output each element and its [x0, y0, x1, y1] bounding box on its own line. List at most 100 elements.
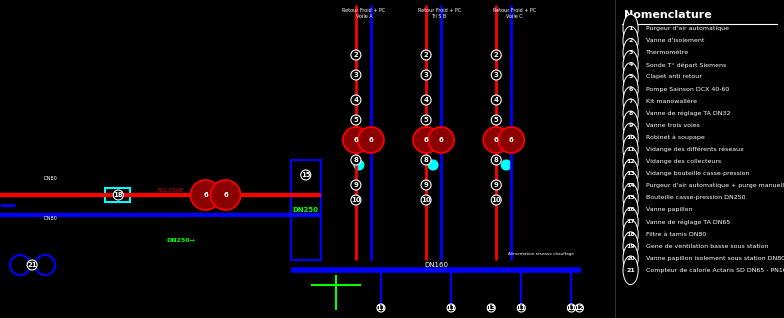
- Text: Vanne papillon: Vanne papillon: [646, 207, 692, 212]
- Circle shape: [623, 26, 638, 55]
- Text: FLG-37VAF
DN80: FLG-37VAF DN80: [157, 188, 183, 198]
- Circle shape: [623, 196, 638, 224]
- Circle shape: [623, 244, 638, 273]
- Circle shape: [492, 95, 501, 105]
- Text: 14: 14: [626, 183, 635, 188]
- Text: 6: 6: [423, 137, 428, 143]
- Text: 8: 8: [354, 157, 358, 163]
- Circle shape: [492, 155, 501, 165]
- Text: DN80: DN80: [43, 176, 57, 181]
- Text: Gene de ventilation basse sous station: Gene de ventilation basse sous station: [646, 244, 768, 249]
- Text: 13: 13: [626, 171, 635, 176]
- Circle shape: [623, 183, 638, 212]
- Circle shape: [343, 127, 369, 153]
- Circle shape: [447, 304, 456, 312]
- Circle shape: [623, 208, 638, 236]
- Text: 4: 4: [423, 97, 429, 103]
- Text: 10: 10: [421, 197, 431, 203]
- Text: Vanne papillon isolement sous station DN80: Vanne papillon isolement sous station DN…: [646, 256, 784, 261]
- Circle shape: [421, 70, 431, 80]
- Circle shape: [113, 190, 123, 200]
- Circle shape: [351, 95, 361, 105]
- Text: Bouteille casse-pression DN250: Bouteille casse-pression DN250: [646, 195, 746, 200]
- Circle shape: [351, 180, 361, 190]
- Circle shape: [191, 180, 220, 210]
- Circle shape: [568, 304, 575, 312]
- Circle shape: [10, 255, 30, 275]
- Circle shape: [421, 155, 431, 165]
- Text: 5: 5: [354, 117, 358, 123]
- Text: 4: 4: [354, 97, 358, 103]
- Circle shape: [35, 255, 55, 275]
- Text: 11: 11: [517, 305, 526, 311]
- Text: 1: 1: [629, 26, 633, 31]
- Text: 17: 17: [626, 219, 635, 225]
- Circle shape: [623, 123, 638, 152]
- Circle shape: [623, 75, 638, 103]
- Text: 11: 11: [567, 305, 576, 311]
- Circle shape: [354, 160, 364, 170]
- Circle shape: [351, 70, 361, 80]
- Text: 10: 10: [351, 197, 361, 203]
- Text: 2: 2: [629, 38, 633, 43]
- Circle shape: [492, 180, 501, 190]
- Circle shape: [428, 127, 454, 153]
- Text: 13: 13: [486, 305, 496, 311]
- Circle shape: [487, 304, 495, 312]
- Text: 20: 20: [626, 256, 635, 261]
- Text: 6: 6: [354, 137, 358, 143]
- Circle shape: [623, 232, 638, 260]
- Text: 6: 6: [629, 86, 633, 92]
- Circle shape: [421, 50, 431, 60]
- Circle shape: [623, 135, 638, 164]
- Text: 5: 5: [423, 117, 428, 123]
- Text: Thermomètre: Thermomètre: [646, 50, 689, 55]
- Text: 4: 4: [494, 97, 499, 103]
- Circle shape: [492, 195, 501, 205]
- Circle shape: [483, 127, 510, 153]
- Circle shape: [421, 180, 431, 190]
- Circle shape: [421, 195, 431, 205]
- Circle shape: [623, 51, 638, 79]
- Text: 6: 6: [439, 137, 444, 143]
- Text: 4: 4: [629, 62, 633, 67]
- Circle shape: [421, 115, 431, 125]
- Circle shape: [623, 256, 638, 285]
- Text: 6: 6: [509, 137, 514, 143]
- Text: 3: 3: [629, 50, 633, 55]
- Circle shape: [623, 99, 638, 128]
- Text: 11: 11: [626, 147, 635, 152]
- Text: Purgeur d'air automatique: Purgeur d'air automatique: [646, 26, 729, 31]
- Circle shape: [517, 304, 525, 312]
- Text: Purgeur d'air automatique + purge manuelle: Purgeur d'air automatique + purge manuel…: [646, 183, 784, 188]
- Text: 15: 15: [626, 195, 635, 200]
- Text: 8: 8: [494, 157, 499, 163]
- Circle shape: [428, 160, 438, 170]
- Circle shape: [492, 115, 501, 125]
- Text: Robinet à soupape: Robinet à soupape: [646, 135, 705, 140]
- Text: 2: 2: [354, 52, 358, 58]
- Text: 9: 9: [494, 182, 499, 188]
- Text: DN160: DN160: [424, 262, 448, 268]
- Text: 7: 7: [629, 99, 633, 104]
- Text: 3: 3: [494, 72, 499, 78]
- Text: 15: 15: [301, 172, 310, 178]
- Text: Retour Froid + PC
Voile C: Retour Froid + PC Voile C: [492, 8, 535, 19]
- Text: Pompe Sainson DCX 40-60: Pompe Sainson DCX 40-60: [646, 86, 729, 92]
- Text: DN80: DN80: [43, 216, 57, 221]
- Text: Vidange des différents réseaux: Vidange des différents réseaux: [646, 147, 744, 152]
- Text: 6: 6: [494, 137, 499, 143]
- Text: 12: 12: [575, 305, 584, 311]
- Circle shape: [623, 63, 638, 91]
- Text: Retour Froid + PC
Voile A: Retour Froid + PC Voile A: [343, 8, 386, 19]
- Text: 2: 2: [494, 52, 499, 58]
- Circle shape: [623, 171, 638, 200]
- Text: 9: 9: [354, 182, 358, 188]
- Text: 12: 12: [626, 159, 635, 164]
- Circle shape: [421, 95, 431, 105]
- Circle shape: [377, 304, 385, 312]
- Circle shape: [623, 147, 638, 176]
- Text: Sonde T° départ Siemens: Sonde T° départ Siemens: [646, 62, 726, 68]
- Text: Vanne d'isolement: Vanne d'isolement: [646, 38, 704, 43]
- Circle shape: [351, 195, 361, 205]
